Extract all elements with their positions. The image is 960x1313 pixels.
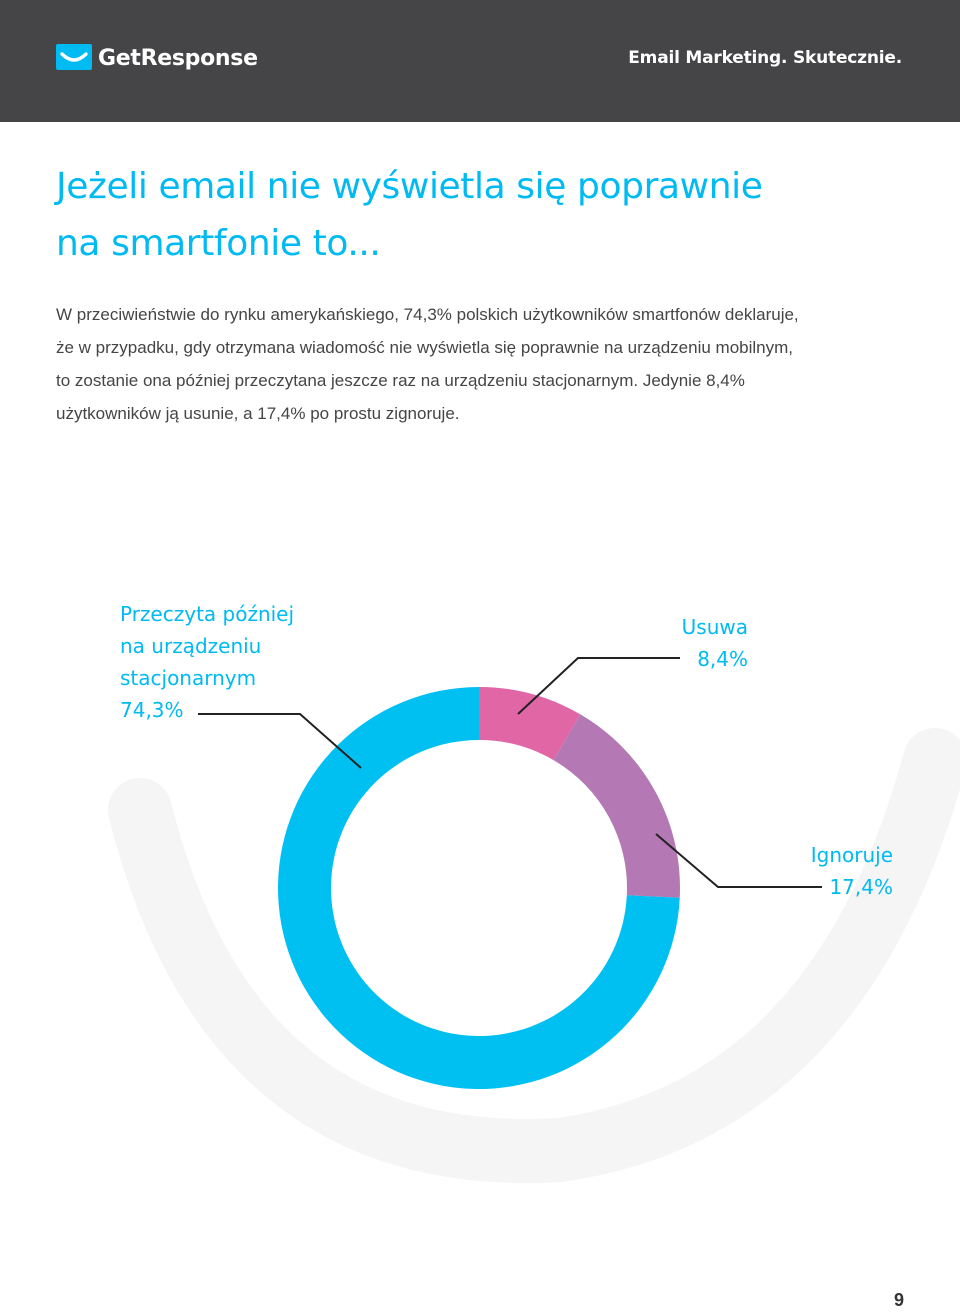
leader-line-ignoruje xyxy=(655,833,822,888)
value-label-usuwa: 8,4% xyxy=(697,647,748,671)
header-tagline: Email Marketing. Skutecznie. xyxy=(628,48,902,68)
chart-leader-lines xyxy=(198,657,822,888)
intro-paragraph: W przeciwieństwie do rynku amerykańskieg… xyxy=(56,298,916,430)
leader-line-usuwa xyxy=(517,657,680,715)
page-title-line-1: Jeżeli email nie wyświetla się poprawnie xyxy=(56,166,763,207)
slice-label-przeczyta: na urządzeniu xyxy=(120,634,261,658)
getresponse-logo[interactable]: GetResponse xyxy=(56,44,258,72)
slice-label-usuwa: Usuwa xyxy=(682,615,748,639)
value-label-przeczyta: 74,3% xyxy=(120,698,184,722)
slice-label-przeczyta: Przeczyta później xyxy=(120,602,294,626)
page-title: Jeżeli email nie wyświetla się poprawnie… xyxy=(56,158,916,272)
intro-line-2: że w przypadku, gdy otrzymana wiadomość … xyxy=(56,338,794,357)
value-label-ignoruje: 17,4% xyxy=(829,875,893,899)
logo-text: GetResponse xyxy=(98,45,258,71)
header-bar: GetResponse Email Marketing. Skutecznie. xyxy=(0,0,960,122)
page-number: 9 xyxy=(893,1290,904,1310)
page-title-line-2: na smartfonie to... xyxy=(56,223,381,264)
chart-labels: Usuwa 8,4% Ignoruje 17,4% Przeczyta później n… xyxy=(120,602,893,899)
donut-slice-usuwa xyxy=(479,687,581,761)
envelope-smile-icon xyxy=(56,44,92,70)
intro-line-3: to zostanie ona później przeczytana jesz… xyxy=(56,371,745,390)
slice-label-ignoruje: Ignoruje xyxy=(811,843,893,867)
donut-slice-ignoruje xyxy=(553,714,680,898)
background-decorative-arc xyxy=(108,728,960,1183)
leader-line-przeczyta xyxy=(198,713,362,769)
intro-line-4: użytkowników ją usunie, a 17,4% po prost… xyxy=(56,404,460,423)
chart-slices xyxy=(278,687,680,1089)
intro-line-1: W przeciwieństwie do rynku amerykańskieg… xyxy=(56,305,799,324)
slice-label-przeczyta: stacjonarnym xyxy=(120,666,256,690)
